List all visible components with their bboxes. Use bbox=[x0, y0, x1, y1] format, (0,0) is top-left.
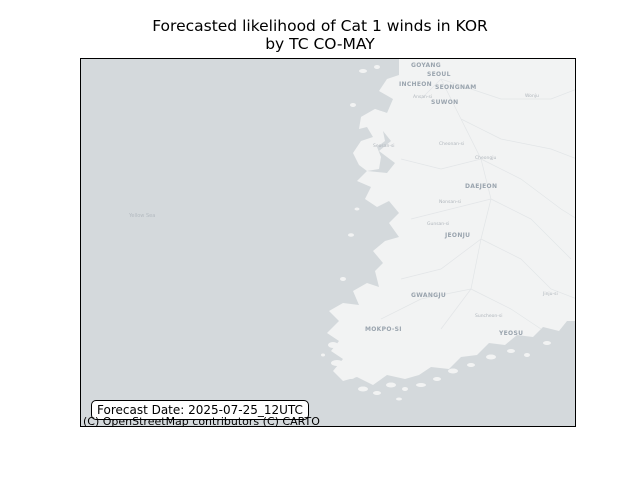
label-gunsan: Gunsan-si bbox=[427, 221, 449, 227]
map-attribution: (C) OpenStreetMap contributors (C) CARTO bbox=[83, 415, 320, 428]
label-jinju: Jinju-si bbox=[542, 291, 558, 297]
label-cheongju: Cheongju bbox=[475, 155, 496, 161]
label-mokpo: MOKPO-SI bbox=[365, 326, 402, 333]
label-yellow-sea: Yellow Sea bbox=[128, 213, 155, 219]
label-suncheon: Suncheon-si bbox=[475, 313, 502, 319]
label-suwon: SUWON bbox=[431, 99, 458, 106]
label-seoul: SEOUL bbox=[427, 71, 451, 78]
chart-title-line-1: Forecasted likelihood of Cat 1 winds in … bbox=[152, 17, 488, 35]
label-gwangju: GWANGJU bbox=[411, 292, 446, 299]
map-panel[interactable]: GOYANG SEOUL INCHEON SEONGNAM Ansan-si S… bbox=[80, 58, 576, 427]
label-goyang: GOYANG bbox=[411, 62, 441, 69]
label-seongnam: SEONGNAM bbox=[435, 84, 477, 91]
label-wonju: Wonju bbox=[525, 93, 539, 99]
road-network bbox=[380, 78, 575, 330]
label-daejeon: DAEJEON bbox=[465, 183, 497, 190]
chart-title-line-2: by TC CO-MAY bbox=[265, 35, 375, 53]
label-jeonju: JEONJU bbox=[444, 232, 470, 239]
label-seosan: Seosan-si bbox=[373, 143, 395, 149]
land-taean-peninsula bbox=[353, 109, 387, 171]
land-mainland bbox=[327, 59, 575, 385]
label-cheonan: Cheonan-si bbox=[439, 141, 464, 147]
label-incheon: INCHEON bbox=[399, 81, 432, 88]
forecast-date-label: Forecast Date: 2025-07-25_12UTC bbox=[91, 400, 309, 420]
label-yeosu: YEOSU bbox=[498, 330, 523, 337]
basemap: GOYANG SEOUL INCHEON SEONGNAM Ansan-si S… bbox=[81, 59, 575, 426]
label-nonsan: Nonsan-si bbox=[439, 199, 461, 205]
coastal-islands bbox=[321, 65, 551, 401]
label-ansan: Ansan-si bbox=[413, 94, 432, 100]
